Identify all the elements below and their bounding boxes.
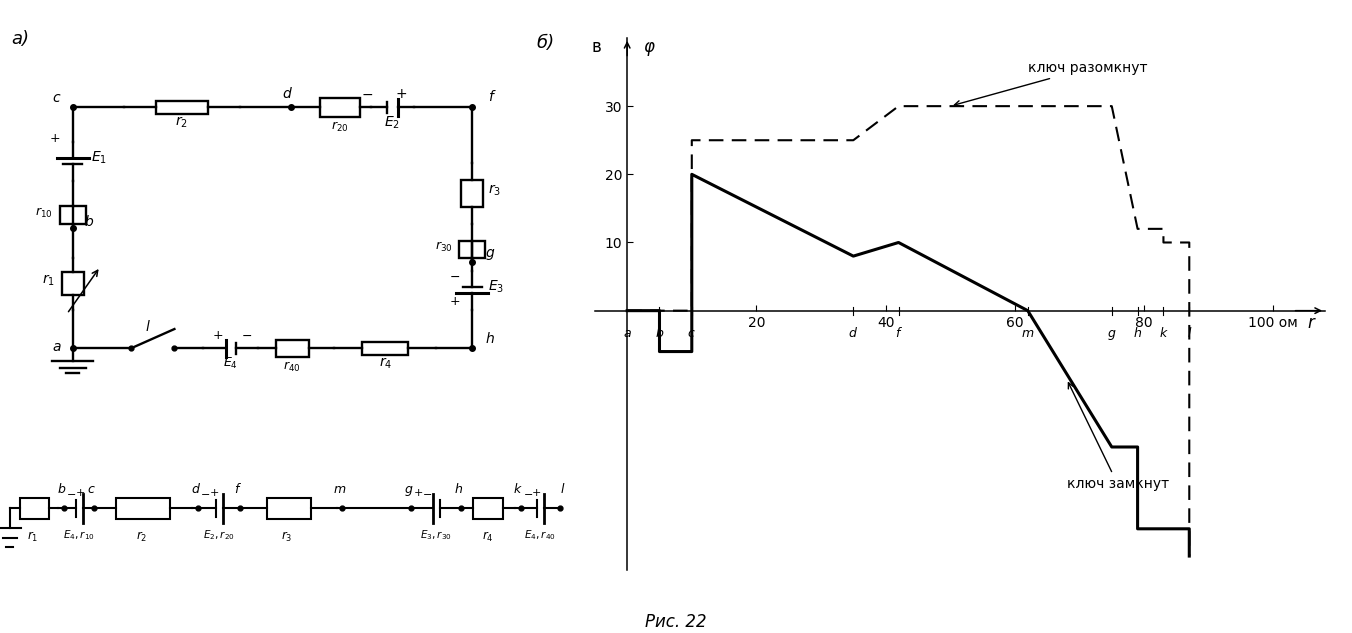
Text: $+$: $+$ [531,487,541,498]
Text: $h$: $h$ [1133,325,1142,339]
Text: $+$: $+$ [449,296,460,308]
Text: $E_4,r_{10}$: $E_4,r_{10}$ [64,528,95,542]
Text: $E_4$: $E_4$ [223,356,238,370]
Bar [155,101,208,114]
Text: $g$: $g$ [1107,327,1117,342]
Text: ключ замкнут: ключ замкнут [1067,383,1168,491]
Text: $-$: $-$ [522,487,533,498]
Text: $l$: $l$ [560,482,565,496]
Text: $E_3,r_{30}$: $E_3,r_{30}$ [420,528,452,542]
Text: $c$: $c$ [53,91,62,105]
Text: $k$: $k$ [1159,325,1168,339]
Bar [20,498,49,519]
Text: $r_2$: $r_2$ [135,530,147,544]
Text: $d$: $d$ [191,482,201,496]
Bar [62,272,84,296]
Text: $r_4$: $r_4$ [379,356,392,371]
Text: $E_2,r_{20}$: $E_2,r_{20}$ [203,528,235,542]
Text: $d$: $d$ [281,86,292,101]
Text: ключ разомкнут: ключ разомкнут [955,61,1148,106]
Bar [460,241,485,258]
Text: $f$: $f$ [488,89,498,104]
Text: $r_{40}$: $r_{40}$ [284,360,301,374]
Text: $-$: $-$ [66,487,77,498]
Bar [473,498,503,519]
Text: $+$: $+$ [395,87,407,101]
Bar [362,342,408,355]
Text: $b$: $b$ [84,214,93,229]
Text: $a$: $a$ [623,327,631,339]
Text: $-$: $-$ [449,270,460,282]
Text: $E_1$: $E_1$ [91,149,107,166]
Text: $d$: $d$ [848,325,859,339]
Bar [276,340,308,357]
Text: $+$: $+$ [50,132,61,145]
Text: $-$: $-$ [241,329,253,342]
Text: $E_3$: $E_3$ [488,279,504,295]
Bar [59,206,85,223]
Bar [266,498,311,519]
Text: $c$: $c$ [88,483,96,496]
Text: $a$: $a$ [53,339,62,354]
Text: $+$: $+$ [212,329,223,342]
Text: $g$: $g$ [485,247,496,262]
Text: $r_1$: $r_1$ [27,530,38,544]
Text: $r$: $r$ [1307,314,1317,332]
Text: в: в [592,37,602,56]
Text: $b$: $b$ [654,325,664,339]
Text: $r_2$: $r_2$ [176,115,188,130]
Text: $m$: $m$ [333,483,346,496]
Bar [461,180,483,207]
Text: $r_{30}$: $r_{30}$ [434,239,453,253]
Text: $-$: $-$ [422,487,433,498]
Text: $-$: $-$ [200,487,211,498]
Text: $c$: $c$ [687,327,696,339]
Text: $f$: $f$ [895,325,903,339]
Text: $r_3$: $r_3$ [281,530,292,544]
Text: $E_4,r_{40}$: $E_4,r_{40}$ [525,528,556,542]
Text: а): а) [11,30,28,48]
Text: $+$: $+$ [74,487,85,498]
Text: $+$: $+$ [208,487,219,498]
Text: $-$: $-$ [361,87,373,101]
Text: Рис. 22: Рис. 22 [645,613,707,630]
Text: $+$: $+$ [414,487,423,498]
Text: $k$: $k$ [514,482,523,496]
Text: $r_4$: $r_4$ [483,530,493,544]
Text: $g$: $g$ [404,484,414,498]
Bar [116,498,170,519]
Text: $b$: $b$ [57,482,66,496]
Text: $E_2$: $E_2$ [384,115,400,131]
Text: $r_{10}$: $r_{10}$ [35,206,53,220]
Bar [320,98,360,117]
Text: б): б) [537,34,554,52]
Text: $m$: $m$ [1021,327,1034,339]
Text: $r_3$: $r_3$ [488,182,502,198]
Text: $\varphi$: $\varphi$ [644,40,656,58]
Text: $l$: $l$ [1187,325,1192,339]
Text: $f$: $f$ [234,482,242,496]
Text: $r_1$: $r_1$ [42,273,55,288]
Text: $h$: $h$ [485,331,495,346]
Text: $l$: $l$ [146,319,151,334]
Text: $r_{20}$: $r_{20}$ [330,120,349,134]
Text: $h$: $h$ [454,482,464,496]
